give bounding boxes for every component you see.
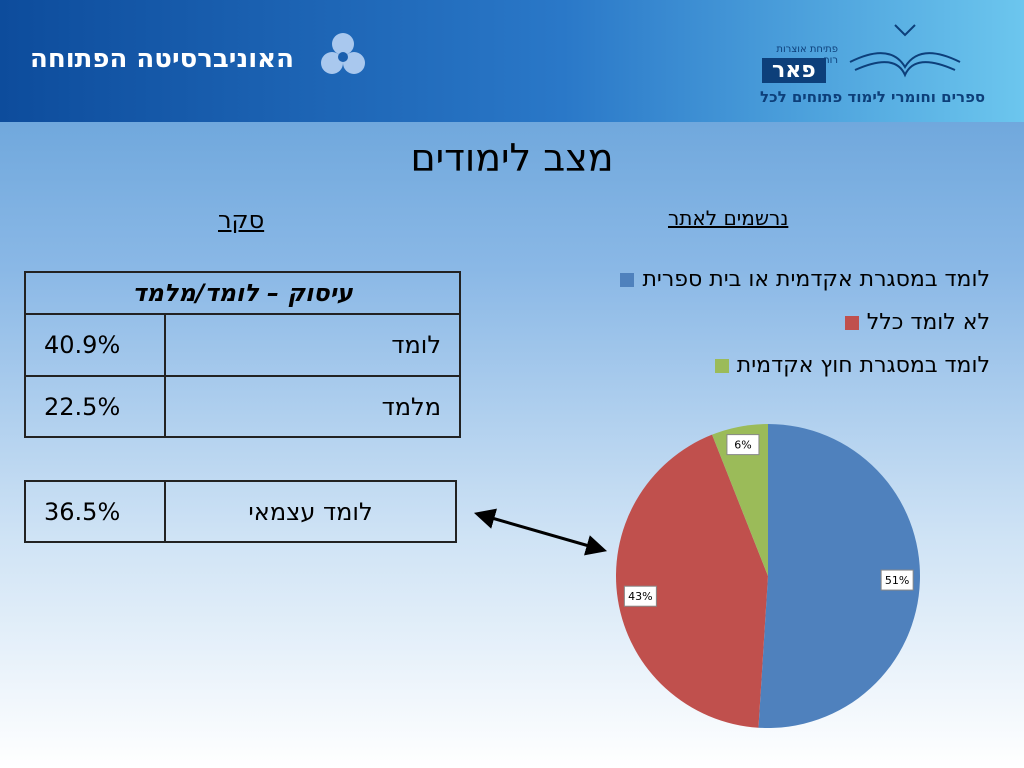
legend-item: לא לומד כלל [540, 301, 990, 344]
chart-title: נרשמים לאתר [668, 206, 789, 230]
table-header: עיסוק – לומד/מלמד [24, 271, 461, 315]
cell: 36.5% [24, 480, 166, 543]
data-label: 6% [734, 439, 751, 452]
legend: לומד במסגרת אקדמית או בית ספרית לא לומד כ… [540, 258, 990, 387]
data-label: 43% [628, 590, 652, 603]
pie-slice [712, 424, 768, 576]
pie-slice [616, 434, 768, 728]
cell: 40.9% [24, 313, 166, 377]
legend-label: לא לומד כלל [866, 310, 990, 335]
arrow [473, 508, 608, 556]
cell: מלמד [164, 375, 461, 438]
legend-item: לומד במסגרת חוץ אקדמית [540, 344, 990, 387]
cell: 22.5% [24, 375, 166, 438]
logo-name: פאר [762, 58, 826, 83]
self-table: לומד עצמאי 36.5% [24, 480, 457, 543]
cell: לומד עצמאי [164, 480, 457, 543]
pie-slice [758, 424, 921, 728]
logo-tagline: ספרים וחומרי לימוד פתוחים לכל [760, 88, 986, 106]
legend-swatch [844, 315, 859, 330]
data-label-box [880, 569, 914, 591]
legend-item: לומד במסגרת אקדמית או בית ספרית [540, 258, 990, 301]
university-logo [321, 33, 365, 74]
legend-label: לומד במסגרת חוץ אקדמית [736, 353, 990, 378]
logo-small-text: פתיחת אוצרות רוח [776, 44, 838, 66]
data-label: 51% [885, 574, 909, 587]
slide-title: מצב לימודים [410, 136, 614, 180]
survey-heading: סקר [218, 206, 265, 234]
legend-swatch [620, 272, 635, 287]
survey-table: עיסוק – לומד/מלמד לומד 40.9% מלמד 22.5% [24, 271, 461, 438]
book-logo [849, 24, 961, 78]
university-name: האוניברסיטה הפתוחה [30, 44, 294, 74]
data-label-box [726, 434, 760, 456]
data-label-box [623, 585, 657, 607]
legend-label: לומד במסגרת אקדמית או בית ספרית [642, 267, 990, 292]
legend-swatch [714, 358, 729, 373]
cell: לומד [164, 313, 461, 377]
